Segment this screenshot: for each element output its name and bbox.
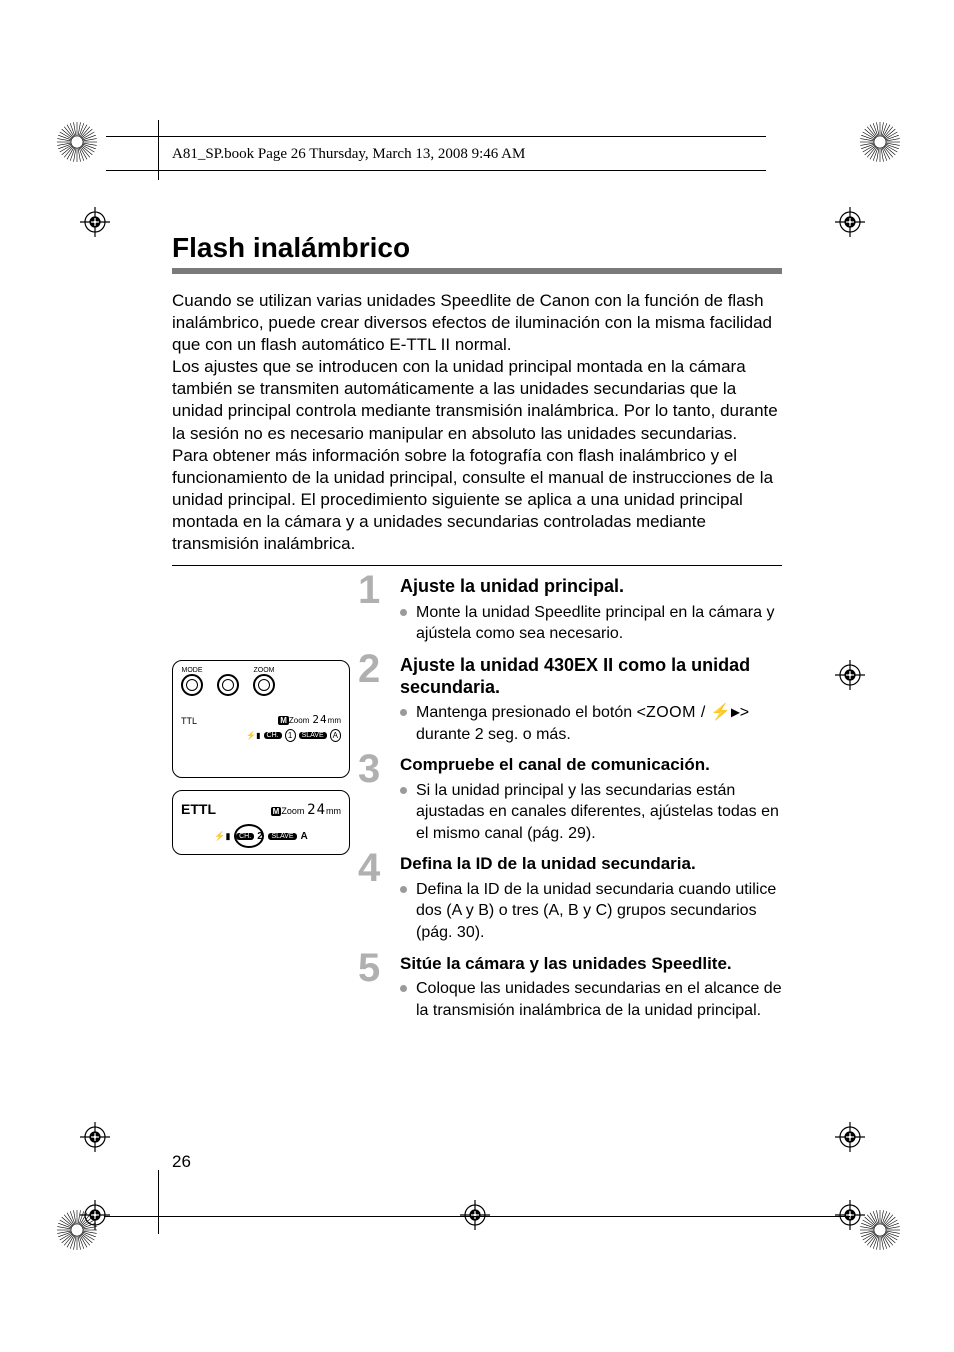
step-title: Ajuste la unidad 430EX II como la unidad… — [400, 655, 782, 698]
step-number: 2 — [358, 647, 380, 692]
fig1-mode-label: MODE — [181, 667, 203, 674]
fig2-zoom-unit: mm — [326, 806, 341, 816]
dial-icon — [181, 674, 203, 696]
step-bullet: Defina la ID de la unidad secundaria cua… — [416, 879, 782, 944]
step: 3Compruebe el canal de comunicación.Si l… — [372, 755, 782, 844]
fig2-slave-val: A — [301, 831, 308, 842]
page-content: Flash inalámbrico Cuando se utilizan var… — [172, 232, 782, 1031]
figures-column: MODE ZOOM TTL MZoom — [172, 660, 372, 867]
registration-crosshair-icon — [80, 1122, 110, 1157]
fig1-zoom-val: 24 — [312, 713, 327, 726]
fig2-m-badge: M — [271, 807, 282, 816]
step-bullets: Coloque las unidades secundarias en el a… — [400, 978, 782, 1021]
crop-line — [158, 1170, 159, 1234]
steps-column: 1Ajuste la unidad principal.Monte la uni… — [372, 576, 782, 1021]
step-bullet: Monte la unidad Speedlite principal en l… — [416, 602, 782, 645]
step-number: 3 — [358, 747, 380, 792]
crop-line — [104, 1216, 850, 1217]
registration-starburst-icon — [55, 120, 99, 169]
step: 5Sitúe la cámara y las unidades Speedlit… — [372, 954, 782, 1022]
fig2-ch-val: 2 — [257, 831, 263, 842]
fig2-slave-pill: SLAVE — [268, 833, 296, 840]
fig1-ch-val: 1 — [285, 729, 296, 742]
step-bullets: Mantenga presionado el botón <ZOOM / ⚡▸>… — [400, 702, 782, 745]
dial-icon — [217, 674, 239, 696]
step-title: Sitúe la cámara y las unidades Speedlite… — [400, 954, 782, 974]
step-bullets: Defina la ID de la unidad secundaria cua… — [400, 879, 782, 944]
highlight-circle-icon: CH. 2 — [234, 824, 264, 848]
step-bullets: Monte la unidad Speedlite principal en l… — [400, 602, 782, 645]
fig1-ttl: TTL — [181, 716, 197, 726]
step-title: Defina la ID de la unidad secundaria. — [400, 854, 782, 874]
section-divider — [172, 565, 782, 566]
crop-line — [106, 170, 766, 171]
step-number: 4 — [358, 846, 380, 891]
fig1-ch-pill: CH. — [264, 732, 282, 739]
fig1-zoom-unit: mm — [328, 716, 341, 725]
step-bullets: Si la unidad principal y las secundarias… — [400, 780, 782, 845]
intro-block: Cuando se utilizan varias unidades Speed… — [172, 290, 782, 555]
crop-line — [158, 120, 159, 180]
fig2-ettl: ETTL — [181, 801, 216, 817]
fig2-zoom-text: Zoom — [281, 806, 304, 816]
registration-crosshair-icon — [835, 1200, 865, 1235]
registration-crosshair-icon — [835, 1122, 865, 1157]
fig1-zoom-label: ZOOM — [253, 667, 275, 674]
registration-crosshair-icon — [80, 207, 110, 242]
registration-crosshair-icon — [460, 1200, 490, 1235]
step-bullet: Coloque las unidades secundarias en el a… — [416, 978, 782, 1021]
step-title: Ajuste la unidad principal. — [400, 576, 782, 598]
registration-crosshair-icon — [835, 207, 865, 242]
step-bullet: Si la unidad principal y las secundarias… — [416, 780, 782, 845]
step: 4Defina la ID de la unidad secundaria.De… — [372, 854, 782, 943]
crop-line — [106, 136, 766, 137]
print-header: A81_SP.book Page 26 Thursday, March 13, … — [172, 146, 525, 163]
step-title: Compruebe el canal de comunicación. — [400, 755, 782, 775]
title-rule — [172, 268, 782, 274]
intro-p3: Para obtener más información sobre la fo… — [172, 445, 782, 555]
zoom-button-ref: ZOOM / ⚡▸ — [646, 704, 740, 721]
page-title: Flash inalámbrico — [172, 232, 782, 264]
figure-lcd-display: ETTL MZoom 24mm ⚡▮ CH. 2 SLAVE A — [172, 790, 350, 855]
step-number: 5 — [358, 946, 380, 991]
registration-crosshair-icon — [80, 1200, 110, 1235]
intro-p2: Los ajustes que se introducen con la uni… — [172, 356, 782, 444]
step-bullet: Mantenga presionado el botón <ZOOM / ⚡▸>… — [416, 702, 782, 745]
registration-starburst-icon — [858, 120, 902, 169]
step-number: 1 — [358, 568, 380, 613]
registration-crosshair-icon — [835, 660, 865, 695]
steps-area: MODE ZOOM TTL MZoom — [172, 576, 782, 1021]
step: 2Ajuste la unidad 430EX II como la unida… — [372, 655, 782, 745]
intro-p1: Cuando se utilizan varias unidades Speed… — [172, 290, 782, 356]
fig2-zoom-val: 24 — [307, 802, 326, 818]
fig2-ch-pill: CH. — [236, 833, 254, 840]
fig1-m-badge: M — [278, 716, 289, 725]
fig1-slave-val: A — [330, 729, 341, 742]
dial-icon — [253, 674, 275, 696]
page-number: 26 — [172, 1152, 191, 1172]
step: 1Ajuste la unidad principal.Monte la uni… — [372, 576, 782, 645]
fig1-zoom-text: Zoom — [289, 716, 309, 725]
figure-control-panel: MODE ZOOM TTL MZoom — [172, 660, 350, 778]
fig1-slave-pill: SLAVE — [299, 732, 327, 739]
bolt-icon: ⚡▸ — [711, 704, 740, 721]
